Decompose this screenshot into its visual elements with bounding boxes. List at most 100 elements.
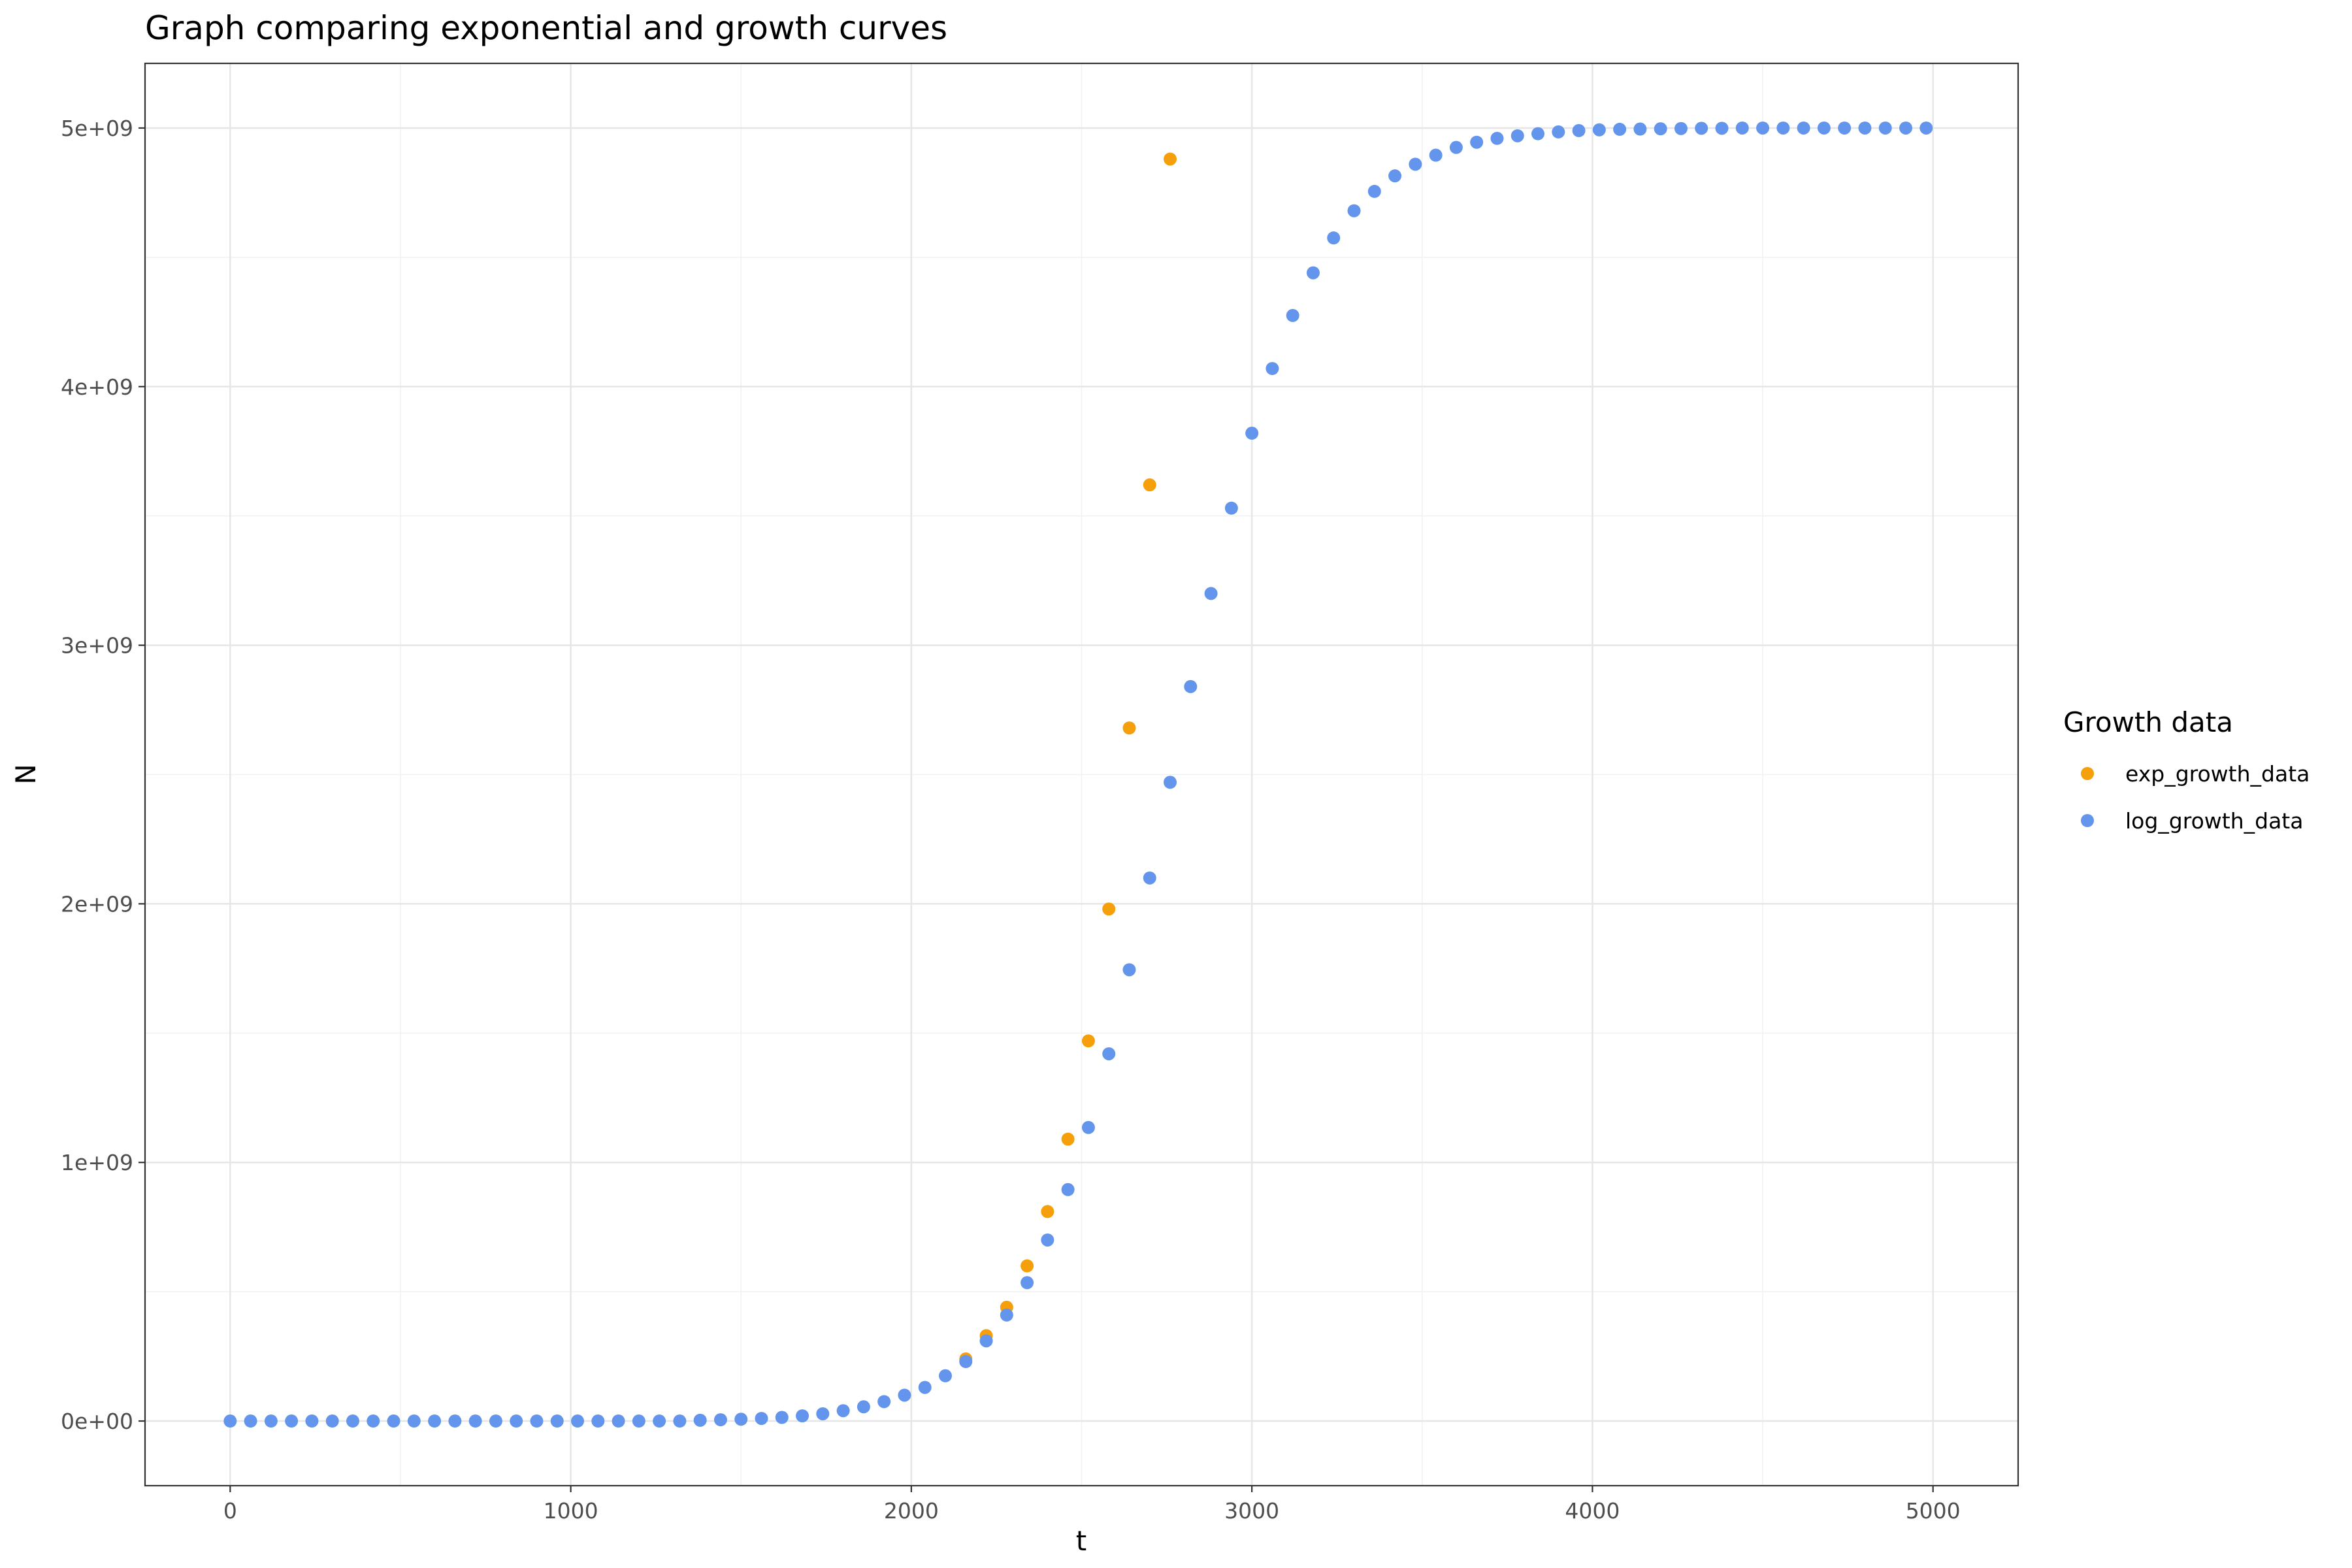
log-growth-point [1224, 501, 1238, 515]
log-growth-point [510, 1414, 523, 1428]
log-growth-point [1490, 131, 1504, 145]
log-growth-point [1858, 121, 1872, 135]
log-growth-point [1654, 122, 1667, 136]
log-growth-point [1286, 308, 1299, 322]
log-growth-point [1899, 121, 1912, 135]
log-growth-point [713, 1413, 727, 1427]
log-growth-point [1000, 1308, 1013, 1322]
legend-item-log: log_growth_data [2081, 808, 2303, 834]
y-tick-label: 1e+09 [61, 1150, 133, 1175]
log-growth-point [1572, 123, 1586, 137]
log-growth-point [1919, 121, 1933, 135]
y-axis-title: N [10, 764, 42, 784]
log-growth-point [836, 1404, 850, 1418]
y-tick-label: 4e+09 [61, 374, 133, 400]
y-axis-ticks: 0e+00 1e+09 2e+09 3e+09 4e+09 5e+09 [61, 116, 145, 1434]
plot-border [144, 62, 2019, 1487]
log-growth-point [489, 1414, 502, 1428]
chart-title: Graph comparing exponential and growth c… [145, 9, 947, 47]
log-growth-point [407, 1414, 421, 1428]
log-growth-point [734, 1413, 748, 1426]
log-growth-point [1838, 121, 1852, 135]
log-growth-point [1122, 963, 1136, 977]
log-growth-point [448, 1414, 462, 1428]
log-growth-point [550, 1414, 564, 1428]
log-growth-point [346, 1414, 359, 1428]
exp-growth-point [1021, 1259, 1034, 1273]
legend: Growth data exp_growth_data log_growth_d… [2063, 706, 2310, 834]
exp-growth-point [1102, 902, 1116, 916]
log-growth-point [1021, 1276, 1034, 1290]
log-growth-point [796, 1409, 809, 1423]
log-growth-point [1449, 140, 1463, 154]
log-growth-point [1347, 204, 1361, 218]
legend-title: Growth data [2063, 706, 2233, 738]
log-growth-point [305, 1414, 319, 1428]
x-axis-ticks: 0 1000 2000 3000 4000 5000 [223, 1486, 1961, 1524]
log-growth-point [591, 1414, 605, 1428]
legend-label-exp: exp_growth_data [2125, 761, 2310, 787]
x-tick-label: 0 [223, 1498, 237, 1524]
log-growth-point [571, 1414, 585, 1428]
x-tick-label: 1000 [544, 1498, 598, 1524]
log-growth-point [1409, 157, 1422, 171]
log-growth-point [1613, 122, 1627, 136]
exp-growth-point [1081, 1034, 1095, 1048]
log-growth-point [325, 1414, 339, 1428]
log-growth-point [1592, 123, 1606, 137]
log-growth-point [653, 1414, 666, 1428]
log-growth-point [1204, 587, 1218, 600]
log-growth-point [468, 1414, 482, 1428]
log-growth-point [775, 1411, 789, 1424]
log-growth-point [857, 1400, 870, 1414]
legend-label-log: log_growth_data [2125, 808, 2303, 834]
log-growth-point [959, 1355, 973, 1369]
grid-lines [145, 63, 2018, 1486]
log-growth-point [1245, 427, 1259, 440]
log-growth-point [223, 1414, 237, 1428]
series-exp_growth_data [959, 152, 1177, 1366]
log-growth-point [1327, 231, 1341, 245]
log-growth-point [264, 1414, 278, 1428]
legend-item-exp: exp_growth_data [2081, 761, 2310, 787]
log-growth-point [1715, 122, 1729, 135]
log-growth-point [1674, 122, 1688, 135]
x-tick-label: 5000 [1906, 1498, 1961, 1524]
log-growth-point [530, 1414, 544, 1428]
log-growth-point [755, 1412, 768, 1426]
exp-growth-point [1122, 721, 1136, 735]
log-growth-point [1756, 121, 1770, 135]
log-growth-point [898, 1388, 911, 1402]
y-tick-label: 3e+09 [61, 633, 133, 659]
log-growth-point [1552, 125, 1565, 139]
exp-growth-point [1164, 152, 1177, 166]
log-growth-point [816, 1407, 830, 1420]
log-growth-point [693, 1413, 707, 1427]
log-growth-point [1735, 121, 1749, 135]
log-growth-point [1633, 122, 1647, 136]
series-log_growth_data [223, 121, 1933, 1428]
log-growth-point [632, 1414, 645, 1428]
log-growth-point [1102, 1047, 1116, 1060]
log-growth-point [1797, 121, 1810, 135]
log-growth-point [1470, 135, 1484, 149]
log-growth-point [1306, 266, 1320, 280]
log-growth-point [673, 1414, 687, 1428]
x-tick-label: 3000 [1224, 1498, 1279, 1524]
x-tick-label: 4000 [1565, 1498, 1620, 1524]
log-growth-point [1817, 121, 1831, 135]
log-growth-point [1041, 1233, 1054, 1247]
log-growth-point [1184, 679, 1198, 693]
log-growth-point [428, 1414, 442, 1428]
data-points [223, 121, 1933, 1428]
legend-key-exp [2081, 767, 2094, 780]
log-growth-point [1511, 129, 1524, 142]
x-tick-label: 2000 [884, 1498, 939, 1524]
y-tick-label: 2e+09 [61, 891, 133, 917]
log-growth-point [367, 1414, 380, 1428]
log-growth-point [244, 1414, 257, 1428]
log-growth-point [1695, 122, 1708, 135]
log-growth-point [1878, 121, 1892, 135]
log-growth-point [979, 1334, 993, 1348]
